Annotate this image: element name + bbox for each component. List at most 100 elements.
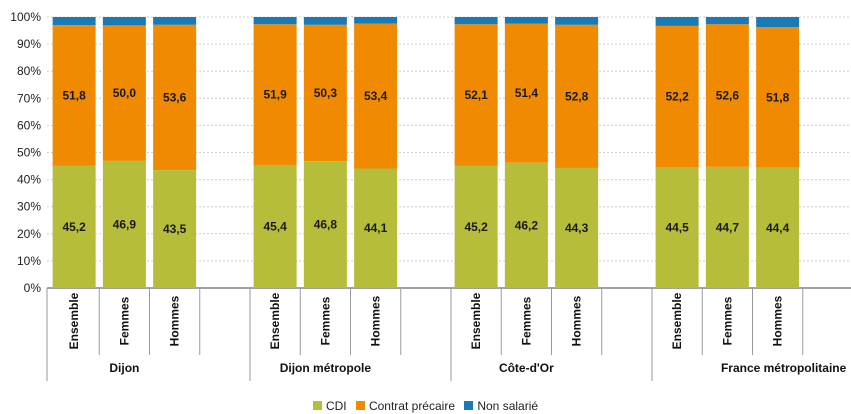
legend-item-cdi: CDI <box>312 399 347 413</box>
x-category-label: Hommes <box>369 295 383 346</box>
data-label-contrat-precaire: 52,8 <box>565 89 589 103</box>
y-tick-label: 10% <box>17 254 41 268</box>
y-tick-label: 50% <box>17 146 41 160</box>
y-tick-label: 80% <box>17 64 41 78</box>
data-label-contrat-precaire: 51,4 <box>515 86 539 100</box>
legend-item-non-salarie: Non salarié <box>464 399 538 413</box>
data-label-contrat-precaire: 52,1 <box>464 88 488 102</box>
data-label-cdi: 44,3 <box>565 221 589 235</box>
bar-segment-cdi <box>555 167 599 288</box>
bar-segment-non-salarie <box>52 17 96 26</box>
bar-segment-non-salarie <box>504 17 548 24</box>
x-category-label: Femmes <box>519 296 533 345</box>
bar-segment-non-salarie <box>153 17 197 25</box>
x-axis: Ensemble Femmes Hommes Dijon Ensemble Femmes H… <box>46 288 847 381</box>
data-label-contrat-precaire: 50,0 <box>113 86 137 100</box>
bar-segment-cdi <box>504 162 548 288</box>
y-tick-label: 100% <box>10 10 41 24</box>
legend-label-non-salarie: Non salarié <box>477 399 539 413</box>
data-label-cdi: 46,2 <box>515 218 539 232</box>
bar-segment-cdi <box>655 167 699 288</box>
data-label-contrat-precaire: 53,4 <box>364 89 388 103</box>
data-label-contrat-precaire: 51,8 <box>766 90 790 104</box>
bar-segment-non-salarie <box>454 17 498 25</box>
y-tick-label: 60% <box>17 118 41 132</box>
bar-segment-contrat-precaire <box>102 25 146 161</box>
x-group-label: France métropolitaine <box>721 361 847 375</box>
y-axis: 0% 10% 20% 30% 40% 50% 60% 70% 80% 90% 100% <box>10 10 41 295</box>
bar-segment-contrat-precaire <box>756 27 800 168</box>
bar-segment-contrat-precaire <box>253 24 297 165</box>
x-category-label: Ensemble <box>67 292 81 349</box>
bar-segment-cdi <box>354 168 398 288</box>
x-category-label: Hommes <box>570 295 584 346</box>
x-category-label: Femmes <box>117 296 131 345</box>
x-category-label: Ensemble <box>469 292 483 349</box>
bar-segment-contrat-precaire <box>303 24 347 162</box>
legend-swatch-contrat-precaire <box>355 401 365 410</box>
x-group-label: Côte-d'Or <box>499 361 554 375</box>
bar-segment-contrat-precaire <box>705 24 749 167</box>
bar-segment-non-salarie <box>705 17 749 25</box>
bar-segment-non-salarie <box>253 17 297 25</box>
data-label-cdi: 44,5 <box>665 221 689 235</box>
y-tick-label: 70% <box>17 91 41 105</box>
bar-segment-contrat-precaire <box>52 25 96 166</box>
x-category-label: Ensemble <box>268 292 282 349</box>
bar-segment-cdi <box>253 164 297 288</box>
data-label-cdi: 44,7 <box>716 220 740 234</box>
legend: CDI Contrat précaire Non salarié <box>0 399 851 413</box>
legend-label-cdi: CDI <box>325 399 347 413</box>
bars: 45,2 51,8 46,9 50,0 43,5 53,6 45,4 51,9 46,8 50,3… <box>52 17 800 288</box>
data-label-contrat-precaire: 52,2 <box>665 90 689 104</box>
bar-segment-contrat-precaire <box>504 23 548 163</box>
bar-segment-non-salarie <box>303 17 347 25</box>
bar-segment-contrat-precaire <box>153 24 197 171</box>
data-label-cdi: 46,8 <box>314 218 338 232</box>
data-label-cdi: 44,1 <box>364 221 388 235</box>
x-category-label: Femmes <box>318 296 332 345</box>
bar-segment-cdi <box>153 170 197 288</box>
x-category-label: Femmes <box>720 296 734 345</box>
bar-segment-cdi <box>705 166 749 288</box>
bar-segment-contrat-precaire <box>655 25 699 168</box>
y-tick-label: 40% <box>17 173 41 187</box>
bar-segment-non-salarie <box>655 17 699 26</box>
legend-swatch-cdi <box>312 401 322 410</box>
x-group-label: Dijon <box>109 361 139 375</box>
bar-segment-contrat-precaire <box>454 24 498 166</box>
data-label-cdi: 45,2 <box>464 220 488 234</box>
bar-segment-cdi <box>454 165 498 288</box>
legend-label-contrat-precaire: Contrat précaire <box>368 399 455 413</box>
legend-item-contrat-precaire: Contrat précaire <box>355 399 455 413</box>
data-label-cdi: 44,4 <box>766 221 790 235</box>
x-group-label: Dijon métropole <box>280 361 372 375</box>
bar-segment-non-salarie <box>555 17 599 25</box>
data-label-cdi: 46,9 <box>113 217 137 231</box>
bar-segment-cdi <box>756 167 800 288</box>
x-category-label: Hommes <box>168 295 182 346</box>
data-label-contrat-precaire: 51,9 <box>263 88 287 102</box>
bar-segment-cdi <box>303 161 347 288</box>
x-category-label: Ensemble <box>670 292 684 349</box>
y-tick-label: 20% <box>17 227 41 241</box>
bar-segment-non-salarie <box>756 17 800 28</box>
data-label-contrat-precaire: 51,8 <box>62 88 86 102</box>
data-label-cdi: 43,5 <box>163 222 187 236</box>
data-label-cdi: 45,4 <box>263 219 287 233</box>
bar-segment-non-salarie <box>102 17 146 26</box>
bar-segment-cdi <box>52 165 96 288</box>
data-label-contrat-precaire: 52,6 <box>716 89 740 103</box>
data-label-cdi: 45,2 <box>62 220 86 234</box>
bar-segment-contrat-precaire <box>555 24 599 168</box>
y-tick-label: 30% <box>17 200 41 214</box>
data-label-contrat-precaire: 50,3 <box>314 86 338 100</box>
x-category-label: Hommes <box>771 295 785 346</box>
y-tick-label: 0% <box>24 281 42 295</box>
data-label-contrat-precaire: 53,6 <box>163 90 187 104</box>
y-tick-label: 90% <box>17 37 41 51</box>
bar-segment-non-salarie <box>354 17 398 24</box>
bar-segment-cdi <box>102 160 146 288</box>
legend-swatch-non-salarie <box>464 401 474 410</box>
